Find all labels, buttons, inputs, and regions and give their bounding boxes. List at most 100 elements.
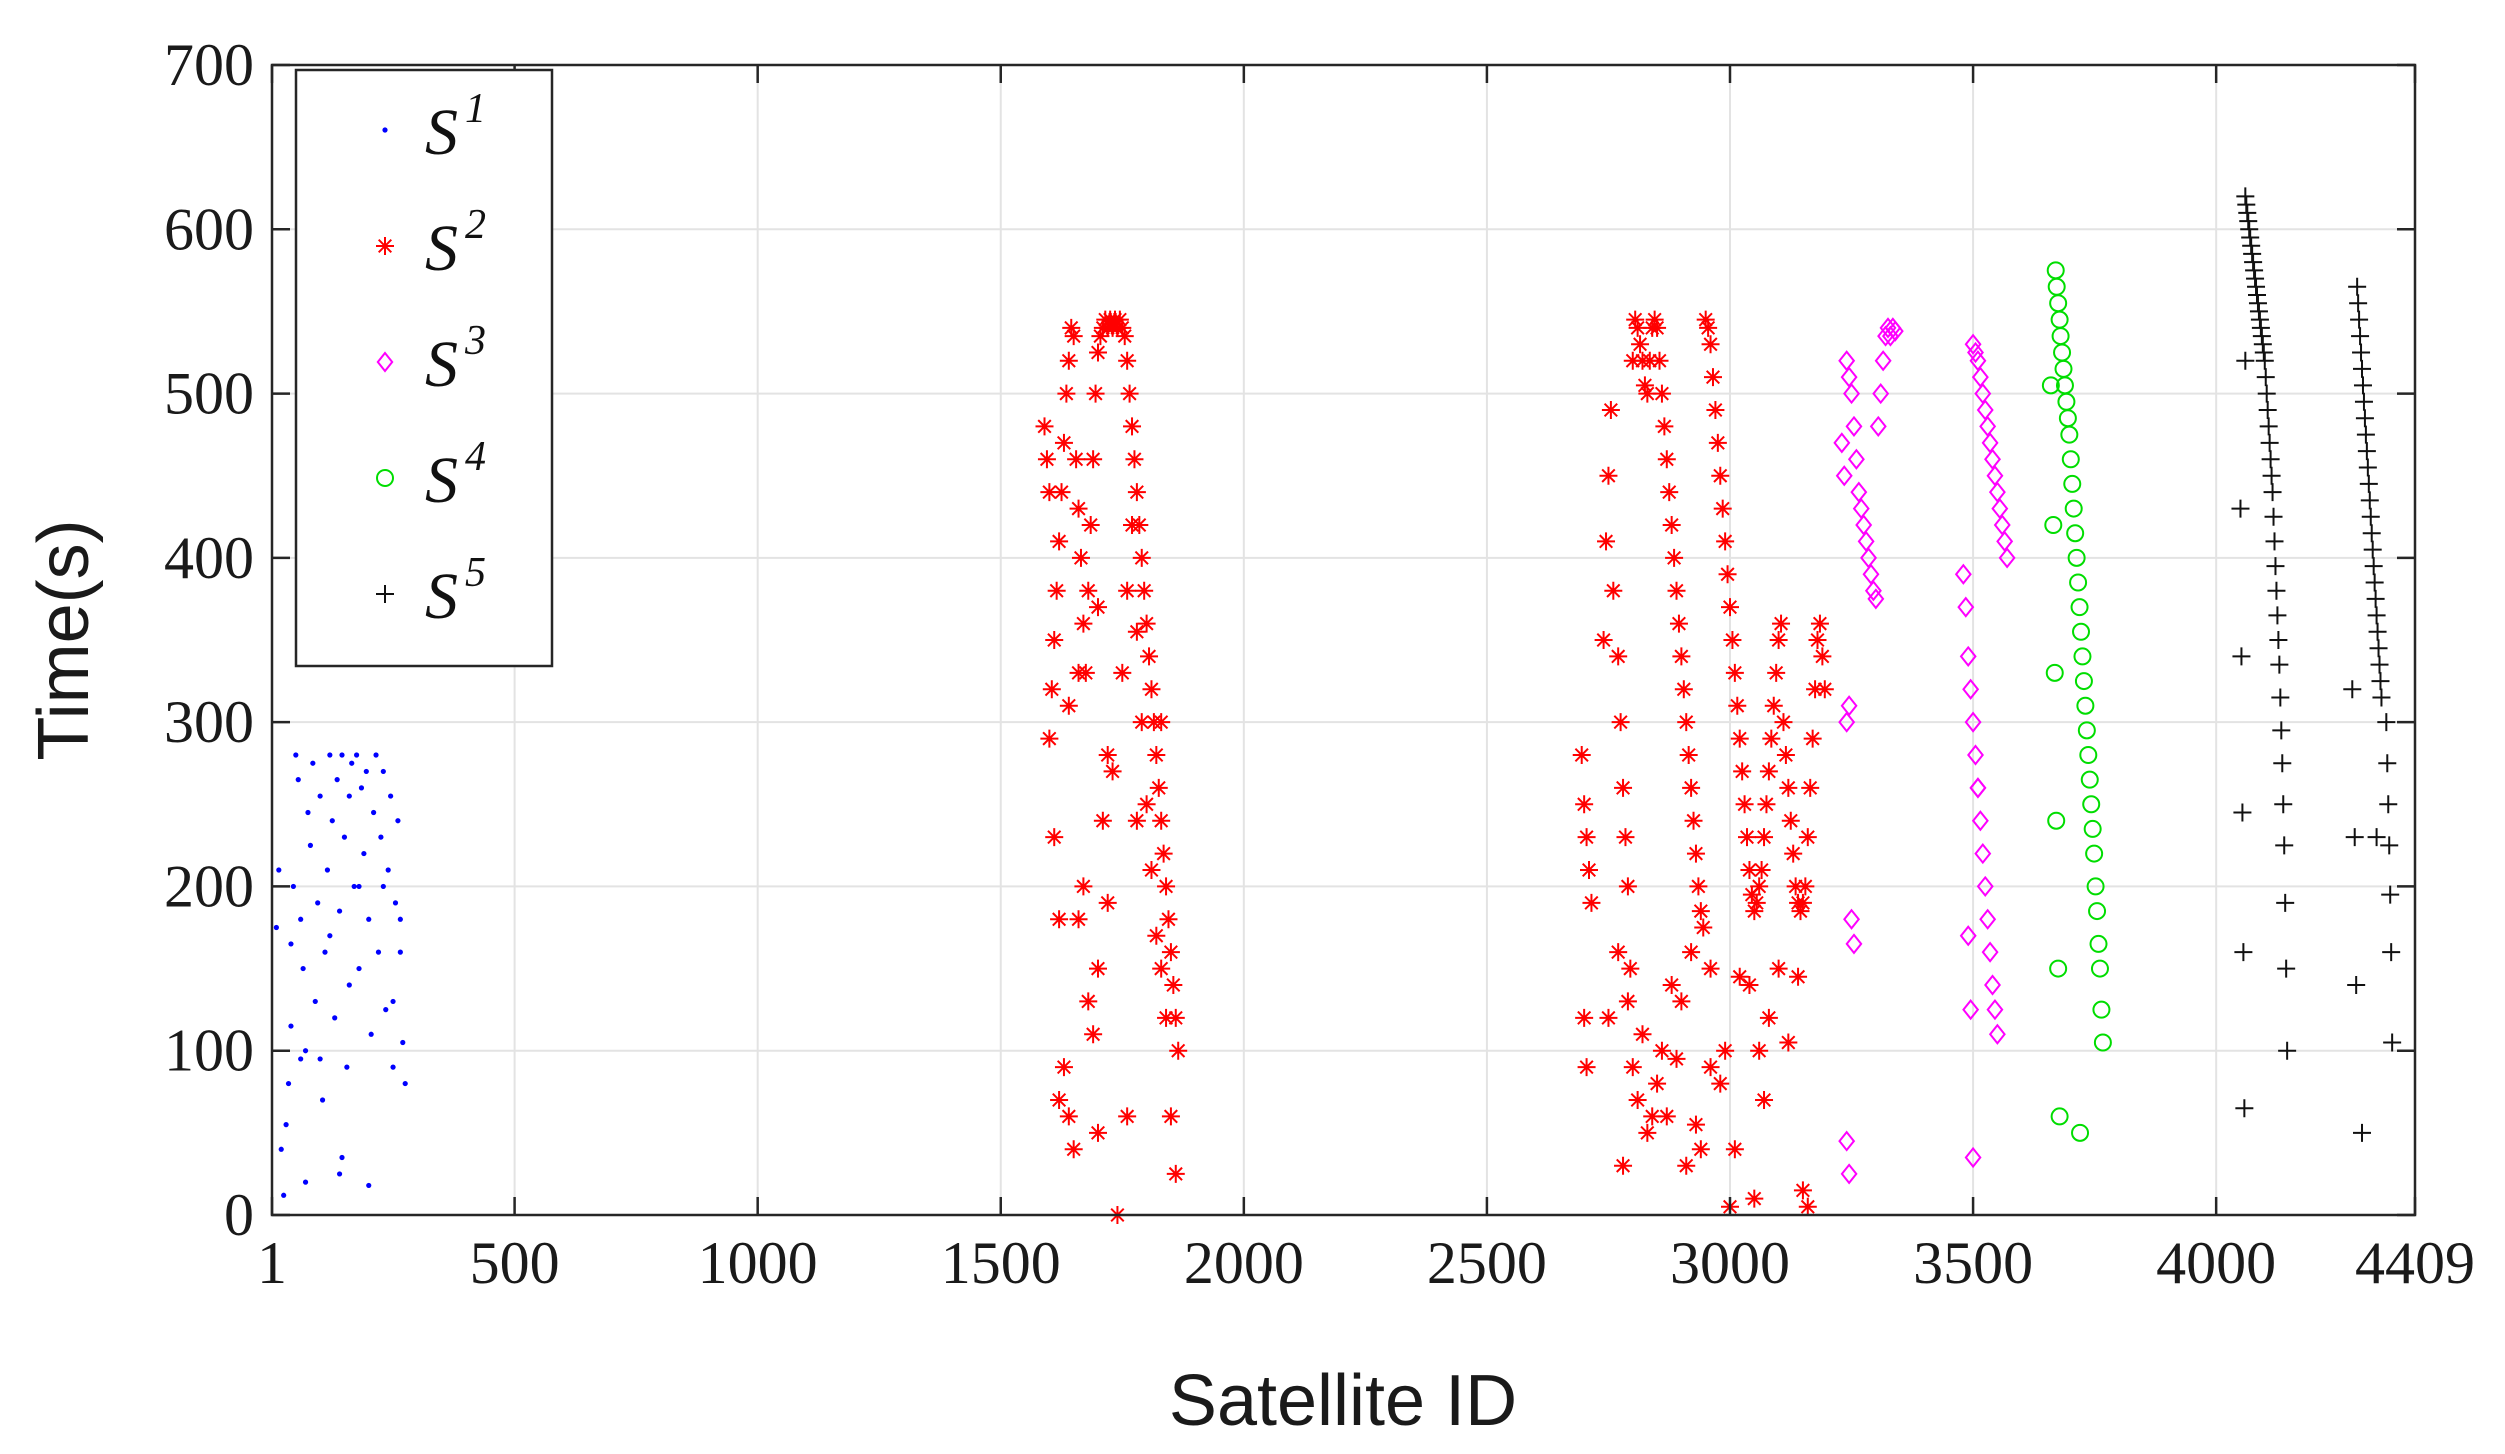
data-point-s2 xyxy=(1806,680,1825,699)
y-tick-label: 600 xyxy=(164,196,254,262)
data-point-s2 xyxy=(1154,844,1173,863)
data-point-s2 xyxy=(1054,433,1073,452)
data-point-s2 xyxy=(1079,581,1098,600)
data-point-s3 xyxy=(1981,941,1999,963)
data-point-s5 xyxy=(2277,959,2296,978)
data-point-s2 xyxy=(1123,417,1142,436)
data-point-s2 xyxy=(1686,1115,1705,1134)
legend-marker-s3 xyxy=(376,351,394,373)
data-point-s2 xyxy=(1054,1058,1073,1077)
data-point-s3 xyxy=(1976,399,1994,421)
data-point-s2 xyxy=(1074,614,1093,633)
data-point-s4 xyxy=(2071,1123,2090,1142)
data-point-s4 xyxy=(2045,663,2064,682)
data-point-s2 xyxy=(1677,713,1696,732)
data-point-s2 xyxy=(1635,376,1654,395)
axis-ticks: 1 500 1000 1500 2000 2500 3000 3500 4000 44090100… xyxy=(164,32,2475,1296)
data-point-s4 xyxy=(2047,277,2066,296)
data-point-s3 xyxy=(1850,481,1868,503)
data-point-s2 xyxy=(1575,795,1594,814)
data-point-s1 xyxy=(332,1015,338,1021)
data-point-s2 xyxy=(1127,811,1146,830)
data-point-s5 xyxy=(2271,688,2290,707)
data-point-s3 xyxy=(1954,563,1972,585)
data-point-s1 xyxy=(307,842,314,848)
data-point-s5 xyxy=(2276,893,2295,912)
legend-label-s3: S xyxy=(425,328,458,401)
data-point-s1 xyxy=(353,752,360,758)
legend-label-s1: S xyxy=(425,96,458,169)
data-point-s3 xyxy=(1840,366,1858,388)
x-tick-label: 4000 xyxy=(2156,1230,2276,1296)
data-point-s3 xyxy=(1843,382,1861,405)
data-point-s4 xyxy=(2072,622,2091,641)
y-tick-label: 200 xyxy=(164,853,254,919)
data-point-s1 xyxy=(319,1097,326,1103)
data-point-s3 xyxy=(1840,1163,1858,1185)
x-tick-label: 1500 xyxy=(941,1230,1061,1296)
data-point-s2 xyxy=(1132,713,1151,732)
data-point-s1 xyxy=(302,1048,309,1054)
data-point-s4 xyxy=(2067,548,2086,567)
data-point-s2 xyxy=(1614,778,1633,797)
data-point-s2 xyxy=(1050,1091,1069,1109)
data-point-s3 xyxy=(1962,999,1980,1021)
legend-marker-s4 xyxy=(376,469,394,487)
data-point-s2 xyxy=(1798,828,1817,847)
data-point-s2 xyxy=(1599,466,1618,485)
data-point-s2 xyxy=(1137,614,1156,633)
data-point-s5 xyxy=(2345,828,2364,847)
data-point-s3 xyxy=(1852,497,1870,520)
data-point-s2 xyxy=(1740,861,1759,879)
data-point-s3 xyxy=(1843,908,1861,930)
legend-marker-s5 xyxy=(376,585,394,603)
data-point-s2 xyxy=(1796,877,1815,896)
data-point-s5 xyxy=(2351,327,2370,346)
data-point-s3 xyxy=(1976,875,1994,898)
data-point-s1 xyxy=(324,867,331,873)
x-tick-label: 2500 xyxy=(1427,1230,1547,1296)
data-point-s1 xyxy=(336,908,343,914)
data-point-s1 xyxy=(305,809,311,816)
data-point-s3 xyxy=(1840,695,1858,717)
plot-area-frame xyxy=(270,63,2417,1217)
y-tick-label: 300 xyxy=(164,689,254,755)
data-point-s5 xyxy=(2256,368,2275,387)
data-point-s2 xyxy=(1118,351,1137,370)
data-point-s2 xyxy=(1650,351,1669,370)
data-point-s3 xyxy=(1984,974,2002,996)
data-point-s1 xyxy=(383,1007,389,1013)
data-point-s2 xyxy=(1772,614,1791,633)
data-point-s4 xyxy=(2077,721,2096,740)
data-point-s2 xyxy=(1730,967,1749,986)
data-point-s2 xyxy=(1747,893,1766,912)
data-point-s2 xyxy=(1621,959,1640,978)
legend-superscript-s1: 1 xyxy=(465,86,486,132)
data-point-s2 xyxy=(1682,778,1701,797)
data-point-s1 xyxy=(341,834,348,840)
data-point-s5 xyxy=(2358,458,2377,477)
data-point-s1 xyxy=(397,949,403,955)
data-point-s2 xyxy=(1166,1008,1185,1027)
data-point-s2 xyxy=(1132,548,1151,567)
data-point-s1 xyxy=(302,1179,309,1185)
data-point-s2 xyxy=(1652,384,1671,403)
data-point-s2 xyxy=(1059,351,1078,370)
data-point-s4 xyxy=(2053,343,2072,362)
data-point-s2 xyxy=(1047,581,1066,600)
data-point-s1 xyxy=(300,965,306,972)
data-point-s1 xyxy=(298,916,304,922)
data-point-s4 xyxy=(2049,959,2068,978)
data-point-s2 xyxy=(1059,1107,1078,1126)
data-point-s1 xyxy=(334,777,340,783)
data-point-s1 xyxy=(385,867,391,873)
data-point-s5 xyxy=(2380,836,2399,855)
data-point-s2 xyxy=(1662,516,1681,534)
legend-superscript-s4: 4 xyxy=(465,434,486,480)
data-point-s4 xyxy=(2046,261,2065,280)
data-point-s1 xyxy=(295,777,301,783)
